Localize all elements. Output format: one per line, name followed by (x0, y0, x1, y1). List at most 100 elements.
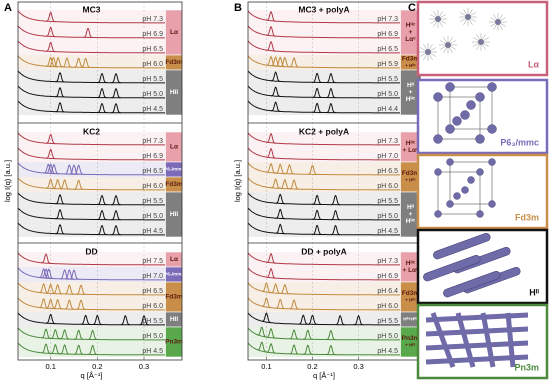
peak (83, 27, 93, 38)
peak (64, 284, 75, 295)
peak (312, 87, 322, 98)
micelle (495, 19, 501, 25)
peak (303, 344, 313, 355)
sphere (461, 186, 469, 194)
curve (247, 267, 400, 281)
peak (55, 87, 65, 98)
curve (17, 85, 165, 99)
peak (275, 223, 285, 235)
peak (271, 283, 281, 294)
peak (60, 269, 70, 280)
sphere (476, 168, 484, 176)
group-title: KC2 + polyA (299, 126, 349, 136)
peak (111, 224, 121, 236)
peak (266, 10, 276, 22)
curve (17, 282, 165, 296)
curve (17, 162, 165, 176)
phase-label: Hᴵᴵ+Hᴵᴵᶜ (403, 317, 418, 322)
x-tick-label: 0.2 (307, 362, 317, 371)
y-axis-label: log I(q) [a.u.] (233, 160, 242, 202)
peak (41, 253, 51, 264)
group-title: MC3 + polyA (298, 4, 349, 14)
x-axis-label: q [Å⁻¹] (313, 371, 335, 380)
phase-label: Hᴵᴵ (407, 82, 414, 89)
peak (50, 329, 60, 340)
curve-label: pH 7.5 (142, 258, 163, 265)
peak (266, 162, 276, 174)
curve-label: pH 4.5 (142, 348, 163, 355)
curve-label: pH 5.5 (377, 76, 398, 83)
peak (335, 314, 345, 326)
sphere (434, 210, 442, 218)
peak (48, 56, 59, 68)
peak (312, 224, 322, 235)
curve-label: pH 6.0 (142, 183, 163, 190)
curve (247, 282, 400, 296)
peak (289, 344, 299, 355)
peak (271, 101, 281, 112)
structure-label: Fd3m (515, 212, 539, 222)
sphere (475, 134, 485, 144)
curve-label: pH 5.0 (377, 213, 398, 220)
curve (17, 297, 165, 311)
curve (247, 297, 400, 311)
unit-cell (437, 171, 481, 215)
phase-label: Hᴵᴵᶜ (406, 260, 416, 267)
sphere (476, 210, 484, 218)
curve-label: pH 5.5 (142, 318, 163, 325)
peak (266, 55, 276, 67)
peak (111, 194, 121, 206)
peak (330, 209, 341, 221)
peak (271, 86, 281, 97)
peak (62, 57, 72, 68)
phase-label: Pn3m (402, 335, 420, 342)
x-tick-label: 0.2 (92, 362, 102, 371)
curve (247, 327, 400, 341)
peak (312, 72, 322, 83)
peak (46, 148, 56, 160)
peak (280, 283, 290, 295)
phase-label: Hᴵᴵᶜ (406, 22, 416, 29)
phase-label: HII (170, 89, 179, 96)
peak (50, 344, 60, 355)
phase-label: Fd3m (165, 59, 183, 66)
peak (41, 268, 51, 279)
micelle (425, 49, 431, 55)
peak (64, 269, 75, 280)
curve (247, 85, 400, 99)
phase-label: + Lαᶜ (402, 267, 419, 274)
peak (92, 314, 103, 326)
phase-tint (18, 192, 165, 237)
sphere (475, 92, 485, 102)
x-axis-label: q [Å⁻¹] (81, 371, 103, 380)
peak (46, 313, 56, 325)
peak (55, 209, 65, 220)
phase-label: Hᴵᴵᶜ (406, 218, 416, 225)
phase-label: Fd3m (402, 170, 420, 177)
sphere (488, 200, 496, 208)
peak (275, 193, 285, 205)
unit-cell (449, 161, 493, 205)
curve (17, 192, 165, 206)
structure-label: P6₃/mmc (500, 137, 539, 147)
sphere (446, 158, 454, 166)
peak (97, 72, 107, 84)
curve (17, 70, 165, 84)
peak (60, 179, 70, 190)
curve-label: pH 4.5 (377, 348, 398, 355)
peak (120, 315, 131, 326)
peak (97, 209, 107, 221)
peak (43, 163, 53, 174)
curve-label: pH 5.5 (142, 76, 163, 83)
curve (17, 147, 165, 161)
curve-label: pH 6.9 (377, 273, 398, 280)
peak (81, 314, 91, 325)
peak (46, 41, 56, 53)
peak (46, 26, 56, 38)
peak (330, 224, 341, 236)
curve (17, 55, 165, 69)
peak (111, 102, 121, 114)
phase-label: + Lαᶜ (402, 147, 419, 154)
curve (17, 207, 165, 221)
